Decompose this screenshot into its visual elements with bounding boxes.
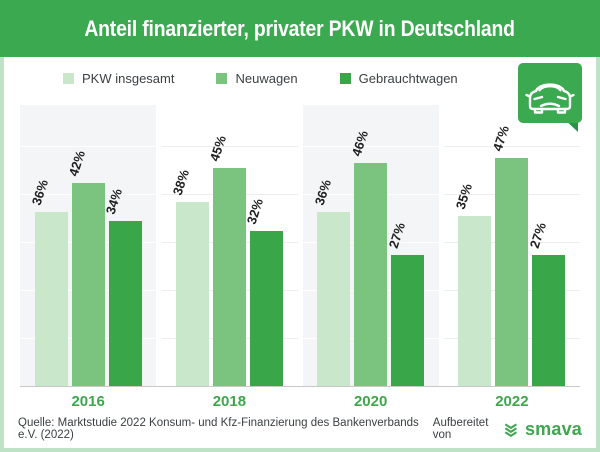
bar-2022-pkw-insgesamt: 35% [453,182,492,386]
x-axis-labels: 2016 2018 2020 2022 [20,393,580,410]
bar-2022-neuwagen: 47% [490,124,529,386]
bar-2016-gebrauchtwagen: 34% [103,187,142,386]
bar-2016-neuwagen: 42% [66,148,105,386]
legend-label: Gebrauchtwagen [358,70,458,86]
legend-swatch [63,72,74,84]
bar-value-label: 32% [244,196,267,226]
title-bar: Anteil finanzierter, privater PKW in Deu… [0,0,600,57]
attribution-label: Aufbereitet von [432,417,489,441]
chart-group-2018: 38% 45% 32% [161,105,298,386]
bar-value-label: 34% [102,186,126,217]
bar-2020-gebrauchtwagen: 27% [385,221,425,386]
brand-name: smava [524,418,582,439]
legend-swatch [339,72,351,84]
bar-2022-gebrauchtwagen: 27% [527,221,566,386]
bar-value-label: 38% [170,167,193,197]
bar-value-label: 42% [65,148,89,178]
bar-value-label: 46% [348,128,371,159]
smava-logo-icon [504,422,518,437]
bar-value-label: 35% [452,182,475,212]
page-title: Anteil finanzierter, privater PKW in Deu… [84,15,516,41]
chart-group-2020: 36% 46% 27% [302,105,439,386]
bar-value-label: 36% [28,177,52,207]
bar-value-label: 27% [526,220,549,251]
chart-group-2022: 35% 47% 27% [443,105,580,386]
x-axis-label-2022: 2022 [495,393,529,410]
chart-group-2016: 36% 42% 34% [20,105,157,386]
legend-label: Neuwagen [235,70,298,86]
bar-value-label: 36% [311,177,334,207]
source-note: Quelle: Marktstudie 2022 Konsum- und Kfz… [18,417,419,441]
bar-value-label: 27% [385,220,408,251]
legend: PKW insgesamt Neuwagen Gebrauchtwagen [63,70,458,86]
bar-value-label: 47% [489,123,512,154]
bar-2016-pkw-insgesamt: 36% [29,177,68,386]
bar-value-label: 45% [207,133,230,163]
x-axis-line [20,386,580,387]
x-axis-label-2020: 2020 [353,393,388,410]
legend-item: PKW insgesamt [63,71,174,86]
bar-2018-pkw-insgesamt: 38% [170,168,209,386]
bar-2020-neuwagen: 46% [348,129,388,386]
legend-swatch [216,72,228,84]
x-axis-label-2016: 2016 [71,393,105,410]
x-axis-label-2018: 2018 [212,393,247,410]
footer: Quelle: Marktstudie 2022 Konsum- und Kfz… [18,417,582,441]
bar-chart: 36% 42% 34% 38% 45% 32% 36% 46% 27% 35% 47% 27% [20,105,580,386]
legend-item: Neuwagen [216,70,298,86]
attribution: Aufbereitet von smava [433,417,582,441]
legend-item: Gebrauchtwagen [339,70,458,86]
bar-2018-gebrauchtwagen: 32% [244,197,283,386]
bar-2018-neuwagen: 45% [207,134,246,386]
legend-label: PKW insgesamt [82,70,175,86]
bar-2020-pkw-insgesamt: 36% [311,177,351,386]
